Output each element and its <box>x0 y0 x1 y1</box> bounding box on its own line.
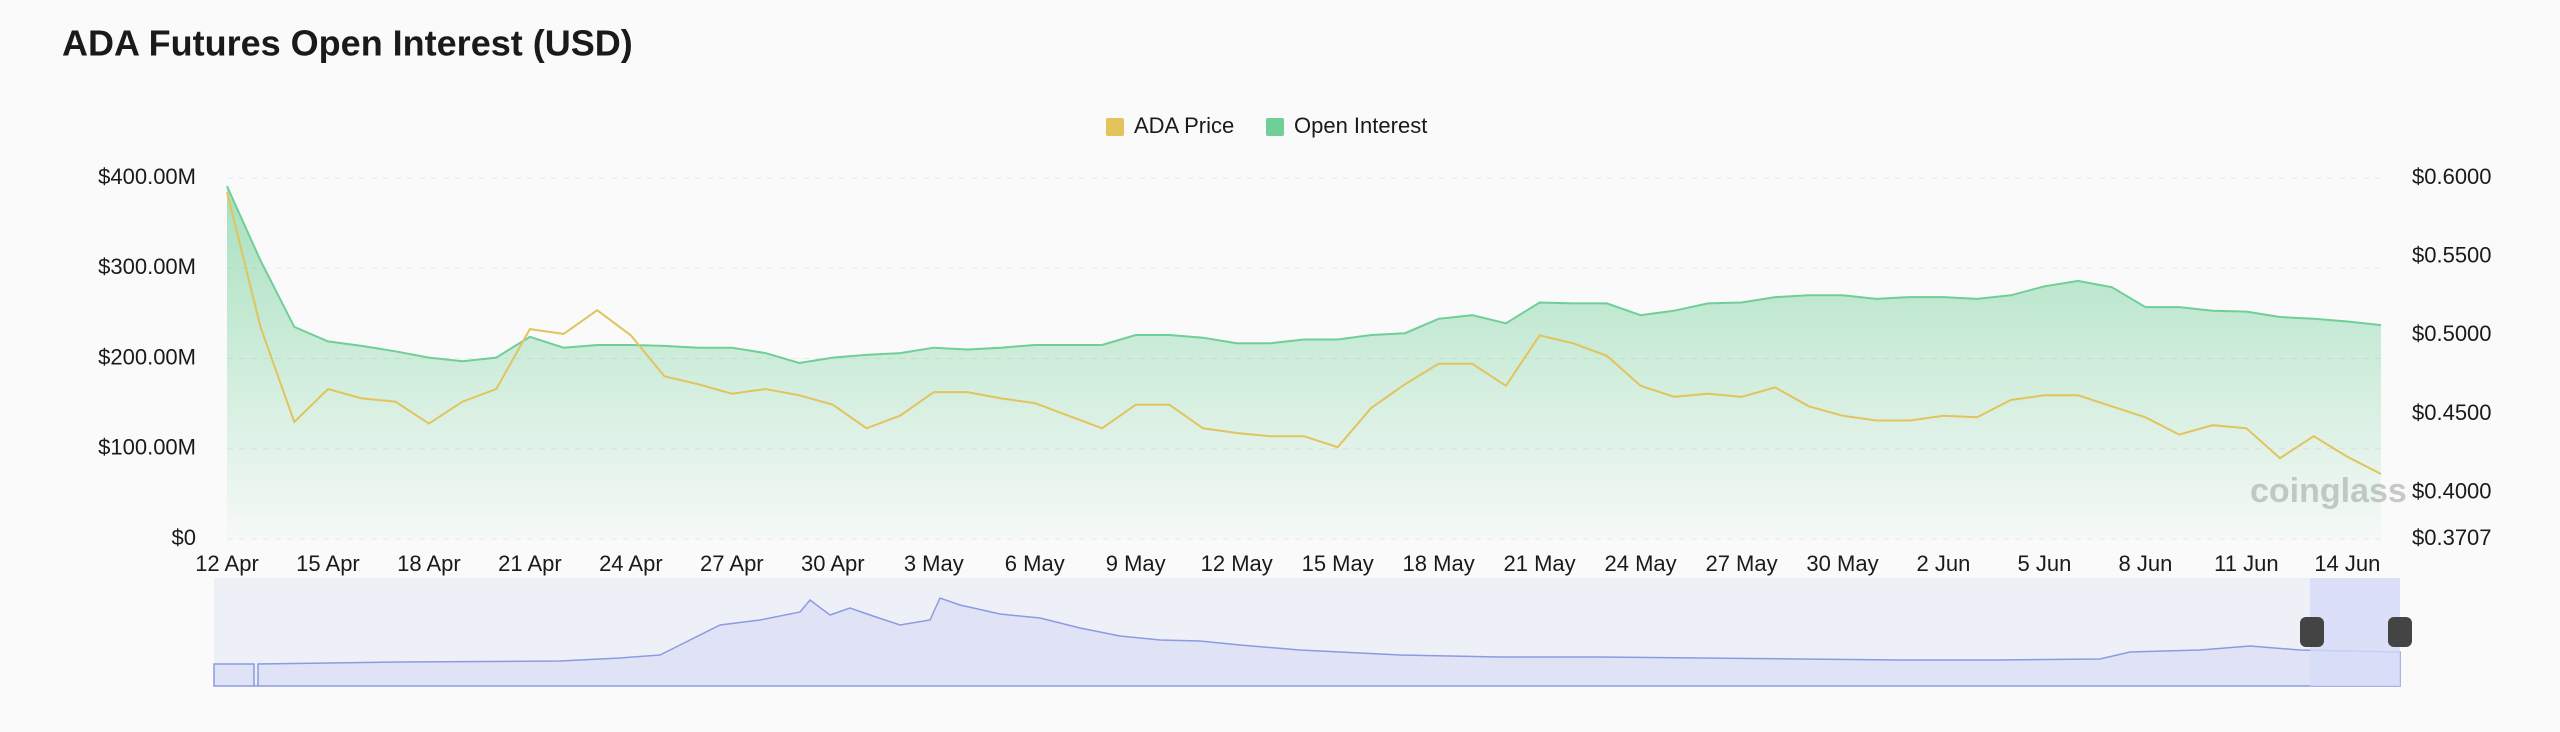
y2-tick-label: $0.5500 <box>2412 243 2492 268</box>
navigator-selection[interactable] <box>2310 578 2400 686</box>
y2-tick-label: $0.4000 <box>2412 479 2492 504</box>
x-tick-label: 11 Jun <box>2214 551 2278 576</box>
legend-label: Open Interest <box>1294 113 1427 138</box>
x-tick-label: 27 May <box>1705 551 1777 576</box>
x-tick-label: 21 May <box>1504 551 1576 576</box>
x-tick-label: 3 May <box>904 551 964 576</box>
navigator-handle[interactable] <box>2300 617 2324 647</box>
area-fill <box>227 186 2381 539</box>
y-tick-label: $0 <box>172 525 196 550</box>
y-tick-label: $300.00M <box>98 254 196 279</box>
x-tick-label: 18 Apr <box>397 551 461 576</box>
x-tick-label: 8 Jun <box>2118 551 2172 576</box>
y2-tick-label: $0.3707 <box>2412 525 2492 550</box>
y-tick-label: $100.00M <box>98 435 196 460</box>
x-tick-label: 12 May <box>1201 551 1273 576</box>
legend-swatch[interactable] <box>1106 118 1124 136</box>
x-tick-label: 21 Apr <box>498 551 562 576</box>
navigator-handle[interactable] <box>2388 617 2412 647</box>
legend-swatch[interactable] <box>1266 118 1284 136</box>
navigator-series <box>213 597 2401 687</box>
x-tick-label: 24 Apr <box>599 551 663 576</box>
x-tick-label: 2 Jun <box>1917 551 1971 576</box>
x-tick-label: 6 May <box>1005 551 1065 576</box>
y-tick-label: $200.00M <box>98 344 196 369</box>
price-line <box>226 191 2382 475</box>
x-tick-label: 30 May <box>1806 551 1878 576</box>
navigator <box>213 578 2412 687</box>
x-tick-label: 24 May <box>1604 551 1676 576</box>
y2-tick-label: $0.5000 <box>2412 321 2492 346</box>
x-tick-label: 30 Apr <box>801 551 865 576</box>
x-tick-label: 9 May <box>1106 551 1166 576</box>
x-tick-label: 15 Apr <box>296 551 360 576</box>
y2-tick-label: $0.4500 <box>2412 400 2492 425</box>
y-tick-label: $400.00M <box>98 164 196 189</box>
chart-title: ADA Futures Open Interest (USD) <box>62 23 633 64</box>
y2-tick-label: $0.6000 <box>2412 164 2492 189</box>
legend-label: ADA Price <box>1134 113 1234 138</box>
x-tick-label: 27 Apr <box>700 551 764 576</box>
x-tick-label: 5 Jun <box>2018 551 2072 576</box>
x-tick-label: 18 May <box>1403 551 1475 576</box>
area-line <box>226 185 2382 365</box>
x-tick-label: 15 May <box>1302 551 1374 576</box>
x-tick-label: 12 Apr <box>195 551 259 576</box>
x-tick-label: 14 Jun <box>2314 551 2380 576</box>
